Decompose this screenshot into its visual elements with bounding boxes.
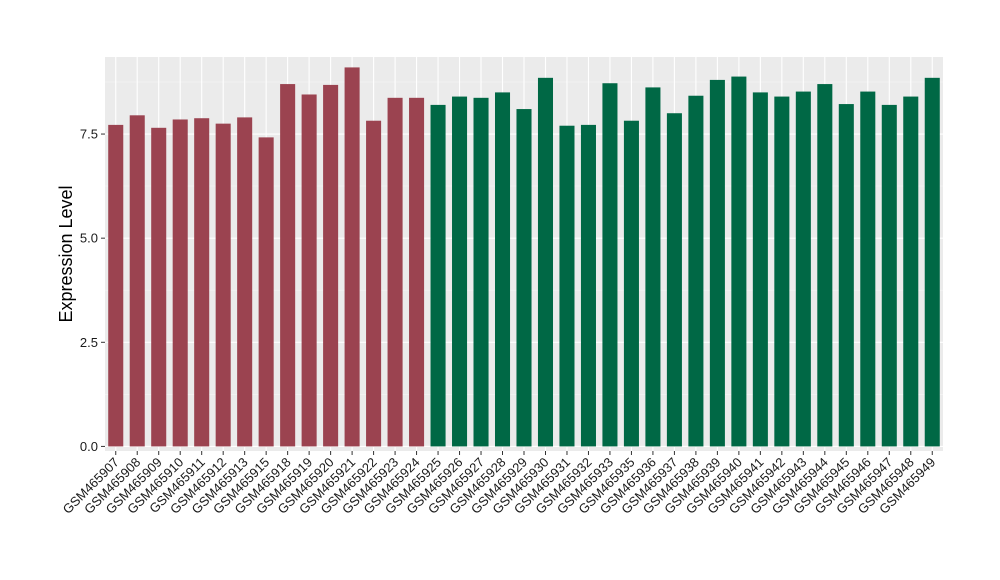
bar-GSM465937	[666, 113, 682, 447]
bar-GSM465927	[473, 97, 489, 447]
bar-GSM465909	[151, 127, 167, 447]
bar-GSM465946	[860, 91, 876, 447]
bar-GSM465932	[580, 124, 596, 447]
y-axis-ticks: 0.0 2.5 5.0 7.5	[80, 127, 105, 454]
y-tick-label: 5.0	[80, 231, 98, 246]
y-tick-label: 0.0	[80, 439, 98, 454]
bar-GSM465935	[623, 120, 639, 447]
bar-GSM465936	[645, 87, 661, 447]
bar-GSM465941	[752, 92, 768, 447]
bar-GSM465913	[237, 117, 253, 447]
y-tick-label: 7.5	[80, 127, 98, 142]
bar-GSM465915	[258, 137, 274, 447]
bar-GSM465918	[280, 84, 296, 447]
bar-GSM465919	[301, 94, 317, 447]
bar-GSM465912	[215, 123, 231, 447]
bar-GSM465942	[774, 96, 790, 447]
bar-GSM465928	[494, 92, 511, 447]
bar-GSM465923	[387, 97, 403, 447]
bar-GSM465933	[602, 83, 618, 447]
bar-GSM465910	[172, 119, 188, 447]
bar-GSM465945	[838, 104, 854, 447]
bar-GSM465931	[559, 125, 575, 447]
x-axis-ticks: GSM465907GSM465908GSM465909GSM465910GSM4…	[60, 451, 938, 517]
y-tick-label: 2.5	[80, 335, 98, 350]
bar-GSM465922	[366, 120, 382, 447]
bar-GSM465907	[108, 124, 124, 447]
bar-GSM465929	[516, 109, 532, 447]
bar-GSM465908	[129, 115, 145, 447]
bar-GSM465940	[731, 76, 747, 447]
bar-GSM465911	[194, 118, 210, 447]
bar-GSM465944	[817, 84, 833, 447]
bars	[108, 67, 940, 447]
y-axis-title: Expression Level	[56, 185, 76, 322]
bar-GSM465930	[537, 77, 554, 447]
bar-GSM465947	[881, 104, 897, 447]
bar-GSM465943	[795, 91, 811, 447]
bar-GSM465939	[709, 79, 725, 447]
bar-GSM465925	[430, 104, 446, 447]
bar-GSM465949	[924, 77, 940, 447]
bar-GSM465921	[344, 67, 360, 447]
bar-GSM465948	[903, 96, 919, 447]
bar-GSM465938	[688, 95, 704, 447]
bar-GSM465920	[323, 84, 339, 447]
bar-GSM465924	[409, 97, 425, 447]
bar-GSM465926	[452, 96, 468, 447]
